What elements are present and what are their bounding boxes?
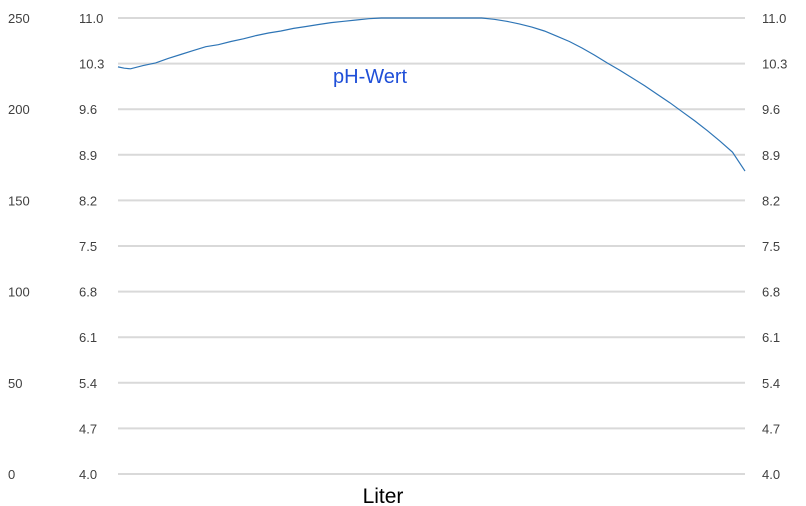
outer-left-axis-tick-label: 200 xyxy=(8,102,30,117)
right-axis-tick-label: 8.9 xyxy=(762,148,780,163)
left-axis-tick-label: 8.9 xyxy=(79,148,97,163)
right-axis-tick-label: 4.0 xyxy=(762,467,780,482)
left-axis-tick-label: 7.5 xyxy=(79,239,97,254)
outer-left-axis-tick-label: 250 xyxy=(8,11,30,26)
right-axis-tick-label: 6.8 xyxy=(762,285,780,300)
right-axis-tick-label: 7.5 xyxy=(762,239,780,254)
left-axis: 11.0 10.3 9.6 8.9 8.2 7.5 6.8 6.1 5.4 4.7 4.0 xyxy=(79,11,104,482)
left-axis-tick-label: 5.4 xyxy=(79,376,97,391)
left-axis-tick-label: 10.3 xyxy=(79,57,104,72)
right-axis-tick-label: 9.6 xyxy=(762,102,780,117)
left-axis-tick-label: 11.0 xyxy=(79,11,103,26)
outer-left-axis-tick-label: 150 xyxy=(8,193,30,208)
right-axis-tick-label: 6.1 xyxy=(762,330,780,345)
left-axis-tick-label: 6.1 xyxy=(79,330,97,345)
right-axis-tick-label: 8.2 xyxy=(762,193,780,208)
outer-left-axis-tick-label: 0 xyxy=(8,467,15,482)
right-axis-tick-label: 10.3 xyxy=(762,57,787,72)
left-axis-tick-label: 6.8 xyxy=(79,285,97,300)
left-axis-tick-label: 8.2 xyxy=(79,193,97,208)
outer-left-axis-tick-label: 100 xyxy=(8,285,30,300)
series-label-ph-wert: pH-Wert xyxy=(333,66,408,88)
x-axis-label: Liter xyxy=(363,485,404,506)
left-axis-tick-label: 4.0 xyxy=(79,467,97,482)
left-axis-tick-label: 4.7 xyxy=(79,421,97,436)
left-axis-tick-label: 9.6 xyxy=(79,102,97,117)
left-outer-axis: 250 200 150 100 50 0 xyxy=(8,11,30,482)
right-axis: 11.0 10.3 9.6 8.9 8.2 7.5 6.8 6.1 5.4 4.7 4.0 xyxy=(762,11,787,482)
right-axis-tick-label: 11.0 xyxy=(762,11,786,26)
outer-left-axis-tick-label: 50 xyxy=(8,376,22,391)
right-axis-tick-label: 4.7 xyxy=(762,421,780,436)
series-line-ph-wert xyxy=(117,17,746,172)
gridlines xyxy=(118,17,745,475)
right-axis-tick-label: 5.4 xyxy=(762,376,780,391)
